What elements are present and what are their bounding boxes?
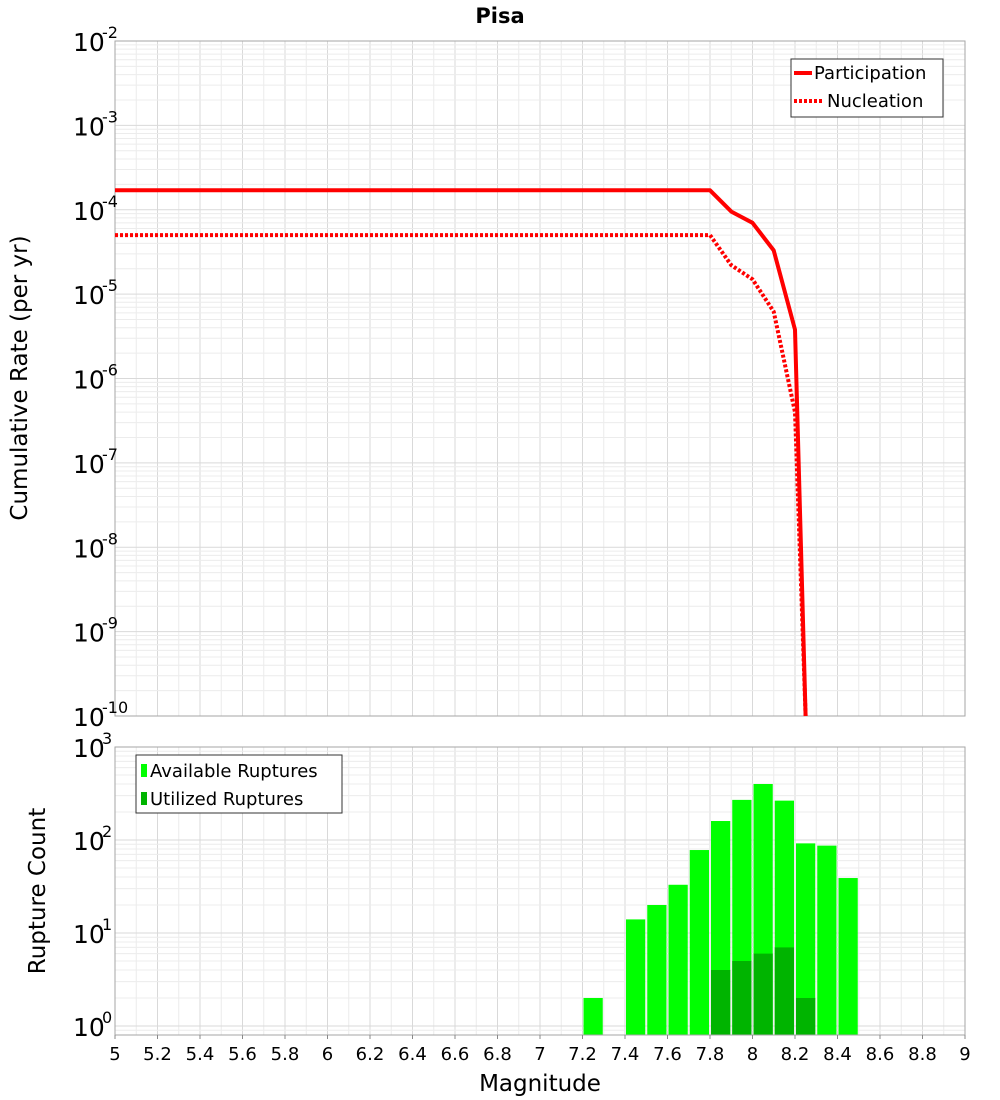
legend-available-swatch [141, 764, 147, 777]
x-tick-label: 6.8 [483, 1044, 512, 1065]
x-tick-label: 8.8 [908, 1044, 937, 1065]
top-y-tick-label: 10-9 [73, 614, 118, 648]
bottom-plot-bars [583, 784, 858, 1035]
x-ticks: 5 5.2 5.4 5.6 5.8 6 6.2 6.4 6.6 6.8 7 7.2 7.4 7.6 7.8 8… [109, 1035, 971, 1065]
top-y-tick-label: 10-3 [73, 107, 118, 141]
x-tick-label: 7.4 [611, 1044, 640, 1065]
legend-participation-label: Participation [814, 63, 926, 84]
bottom-y-tick-label: 100 [73, 1008, 112, 1042]
bar-available-ruptures [838, 878, 858, 1035]
series-line-nucleation [115, 233, 808, 717]
x-axis-label: Magnitude [479, 1071, 601, 1097]
top-plot-grid [114, 41, 966, 717]
bar-available-ruptures [668, 884, 688, 1035]
top-y-ticks: 10-210-310-410-510-610-710-810-910-10 [73, 23, 128, 732]
x-tick-label: 5 [109, 1044, 120, 1065]
top-y-tick-base: 10 [73, 28, 105, 57]
legend-nucleation-label: Nucleation [827, 91, 923, 112]
x-tick-label: 5.2 [143, 1044, 172, 1065]
x-tick-label: 6.4 [398, 1044, 427, 1065]
top-y-tick-exp: -2 [102, 23, 118, 42]
bottom-y-tick-label: 102 [73, 822, 112, 856]
x-tick-label: 9 [959, 1044, 970, 1065]
x-tick-label: 5.4 [186, 1044, 215, 1065]
x-tick-label: 7.2 [568, 1044, 597, 1065]
bar-utilized-ruptures [774, 947, 794, 1035]
bar-utilized-ruptures [753, 953, 773, 1035]
top-y-tick-base: 10 [73, 366, 105, 395]
bottom-y-tick-exp: 3 [102, 729, 112, 748]
top-y-tick-exp: -4 [102, 192, 118, 211]
bottom-y-tick-base: 10 [73, 734, 105, 763]
top-y-tick-exp: -10 [102, 698, 128, 717]
top-y-tick-base: 10 [73, 450, 105, 479]
top-y-tick-exp: -5 [102, 276, 118, 295]
top-y-tick-base: 10 [73, 281, 105, 310]
top-legend-box [790, 58, 944, 118]
top-y-tick-label: 10-6 [73, 361, 118, 395]
bottom-y-tick-base: 10 [73, 1013, 105, 1042]
bottom-y-tick-exp: 2 [102, 822, 112, 841]
top-y-tick-exp: -8 [102, 529, 118, 548]
bar-utilized-ruptures [711, 969, 731, 1035]
top-y-tick-base: 10 [73, 112, 105, 141]
top-y-tick-exp: -3 [102, 107, 118, 126]
chart-title: Pisa [475, 4, 524, 28]
legend-available-label: Available Ruptures [150, 761, 318, 782]
bottom-y-tick-label: 101 [73, 915, 112, 949]
top-y-tick-label: 10-8 [73, 529, 118, 563]
bottom-legend-box [135, 754, 343, 814]
x-tick-label: 8.6 [866, 1044, 895, 1065]
x-tick-label: 7 [534, 1044, 545, 1065]
top-y-tick-label: 10-5 [73, 276, 118, 310]
x-tick-label: 8.4 [823, 1044, 852, 1065]
top-plot-frame [114, 40, 966, 717]
x-tick-label: 8 [747, 1044, 758, 1065]
top-y-tick-label: 10-7 [73, 445, 118, 479]
top-y-tick-label: 10-4 [73, 192, 118, 226]
bar-utilized-ruptures [796, 997, 816, 1035]
x-tick-label: 5.6 [228, 1044, 257, 1065]
top-y-tick-exp: -6 [102, 361, 118, 380]
top-legend: Participation Nucleation [790, 58, 944, 118]
x-tick-label: 6 [322, 1044, 333, 1065]
bottom-y-tick-label: 103 [73, 729, 112, 763]
bottom-y-axis-label: Rupture Count [25, 808, 51, 974]
bar-available-ruptures [647, 904, 667, 1035]
legend-utilized-swatch [141, 792, 147, 805]
top-y-tick-exp: -9 [102, 614, 118, 633]
legend-utilized-label: Utilized Ruptures [150, 789, 303, 810]
bar-available-ruptures [796, 843, 816, 1035]
bottom-y-tick-exp: 0 [102, 1008, 112, 1027]
x-tick-label: 7.8 [696, 1044, 725, 1065]
bar-utilized-ruptures [732, 960, 752, 1035]
top-plot-series [115, 188, 808, 717]
top-y-tick-base: 10 [73, 197, 105, 226]
series-line-participation [115, 188, 808, 717]
top-y-axis-label: Cumulative Rate (per yr) [7, 235, 33, 520]
bar-available-ruptures [626, 919, 646, 1035]
top-y-tick-base: 10 [73, 534, 105, 563]
bar-available-ruptures [817, 845, 837, 1035]
x-tick-label: 5.8 [271, 1044, 300, 1065]
bar-available-ruptures [689, 850, 709, 1035]
x-tick-label: 6.6 [441, 1044, 470, 1065]
bottom-legend: Available Ruptures Utilized Ruptures [135, 754, 343, 814]
top-y-tick-base: 10 [73, 703, 105, 732]
top-y-tick-exp: -7 [102, 445, 118, 464]
bottom-y-tick-base: 10 [73, 827, 105, 856]
bar-available-ruptures [583, 997, 603, 1035]
x-tick-label: 6.2 [356, 1044, 385, 1065]
bottom-y-tick-base: 10 [73, 920, 105, 949]
x-tick-label: 7.6 [653, 1044, 682, 1065]
top-y-tick-label: 10-2 [73, 23, 118, 57]
top-y-tick-base: 10 [73, 619, 105, 648]
x-tick-label: 8.2 [781, 1044, 810, 1065]
bottom-y-tick-exp: 1 [102, 915, 112, 934]
top-y-tick-label: 10-10 [73, 698, 128, 732]
